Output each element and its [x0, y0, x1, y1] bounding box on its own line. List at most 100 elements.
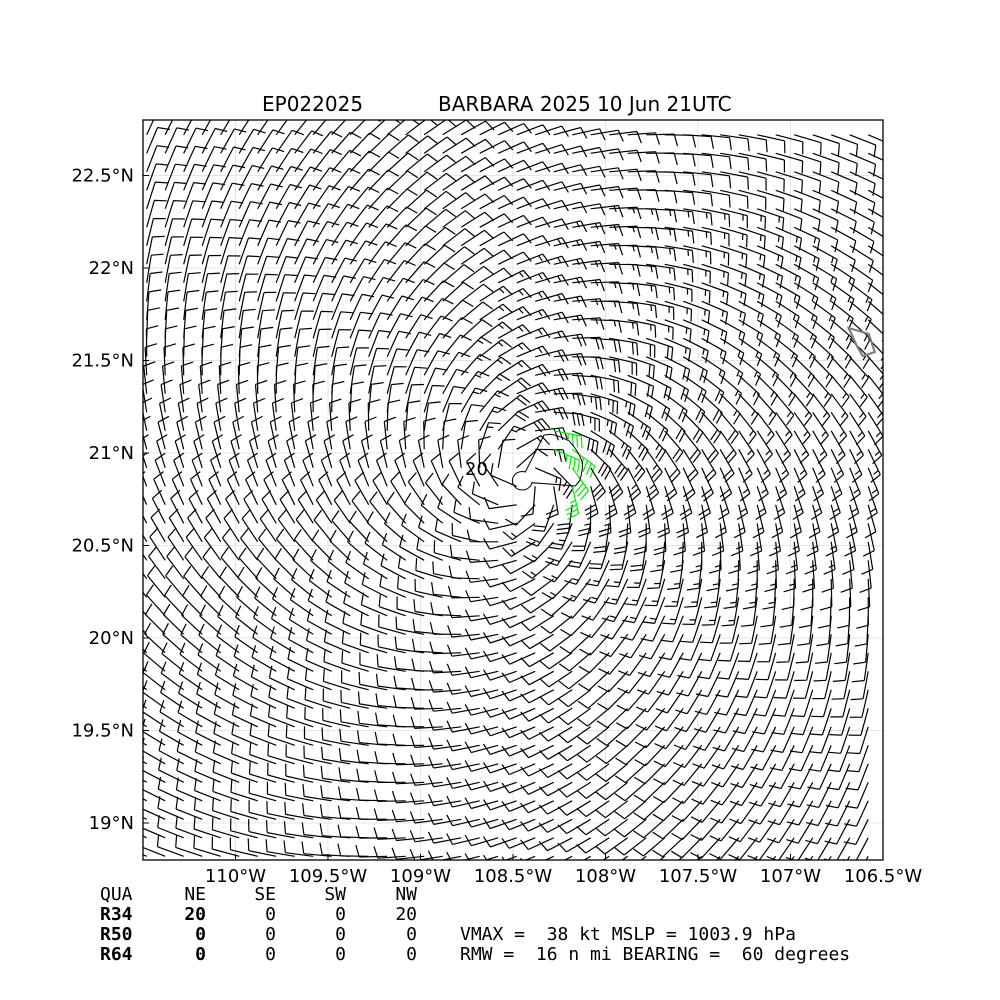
wind-barb	[768, 763, 795, 790]
wind-barb	[166, 546, 185, 580]
wind-barb	[775, 411, 793, 445]
wind-barb	[252, 397, 266, 431]
wind-barb	[805, 800, 832, 827]
wind-barb	[286, 666, 314, 691]
wind-barb	[164, 218, 185, 246]
wind-barb	[849, 208, 875, 235]
wind-barb	[793, 671, 814, 699]
wind-barb	[302, 803, 332, 820]
wind-barb	[295, 509, 314, 543]
wind-barb	[608, 467, 624, 502]
wind-barb	[299, 471, 314, 506]
wind-barb	[583, 578, 610, 604]
wind-barb	[664, 319, 692, 342]
wind-barb	[312, 239, 339, 265]
wind-barb	[368, 205, 399, 228]
wind-barb	[164, 200, 186, 228]
wind-barb	[516, 400, 551, 413]
wind-barb	[386, 242, 417, 265]
wind-barb	[516, 435, 551, 450]
wind-barb	[752, 708, 777, 735]
wind-barb	[362, 551, 388, 580]
wind-barb	[501, 689, 536, 702]
wind-barb	[627, 282, 658, 299]
wind-barb	[867, 319, 883, 351]
wind-barb	[497, 251, 532, 265]
table-row-r64-ne: 0	[195, 944, 206, 965]
wind-barb	[553, 372, 587, 386]
wind-barb	[265, 452, 277, 487]
wind-barb	[274, 547, 296, 580]
wind-barb	[766, 541, 779, 575]
table-header-sw: SW	[324, 884, 346, 905]
wind-barb	[428, 737, 462, 750]
wind-barb	[576, 837, 610, 854]
wind-barb	[183, 307, 199, 339]
wind-barb	[174, 434, 187, 468]
wind-barb	[807, 763, 832, 790]
wind-barb	[290, 568, 314, 598]
wind-barb	[329, 529, 351, 561]
wind-barb	[756, 411, 775, 445]
wind-barb	[381, 532, 407, 561]
wind-barb	[614, 818, 647, 838]
wind-barb	[464, 760, 499, 772]
wind-barb	[375, 693, 406, 709]
wind-barb	[409, 830, 443, 843]
wind-barb	[849, 411, 866, 446]
wind-barb	[571, 430, 599, 455]
wind-barb	[323, 629, 351, 654]
wind-barb	[701, 171, 732, 189]
wind-barb	[614, 800, 647, 820]
wind-barb	[294, 220, 320, 247]
wind-barb	[460, 120, 495, 136]
wind-barb	[249, 722, 277, 746]
wind-barb	[595, 800, 629, 819]
wind-barb	[366, 511, 388, 543]
wind-barb	[516, 235, 551, 247]
wind-barb	[597, 670, 629, 693]
wind-barb	[146, 584, 166, 617]
wind-barb	[157, 415, 170, 450]
wind-barb	[259, 509, 277, 543]
wind-barb	[275, 327, 293, 357]
wind-barb	[627, 356, 655, 379]
wind-barb	[756, 226, 784, 250]
wind-barb	[181, 604, 203, 635]
table-row-r34-ne: 20	[184, 904, 206, 925]
wind-barb	[683, 263, 711, 284]
wind-barb	[386, 277, 416, 302]
wind-barb	[653, 744, 684, 768]
wind-barb	[405, 331, 432, 358]
wind-barb	[351, 490, 370, 524]
wind-barb	[590, 223, 624, 237]
wind-barb	[816, 615, 832, 647]
wind-barb	[442, 210, 476, 228]
wind-barb	[208, 471, 222, 506]
wind-barb	[294, 362, 309, 394]
wind-barb	[201, 272, 220, 302]
wind-barb	[294, 130, 324, 154]
wind-barb	[753, 689, 777, 717]
wind-barb	[829, 708, 851, 736]
wind-barb	[609, 319, 640, 336]
wind-barb	[248, 819, 277, 839]
wind-barb	[405, 278, 435, 302]
wind-barb	[812, 134, 840, 156]
wind-barb	[453, 500, 480, 524]
wind-barb	[846, 745, 869, 773]
wind-barb	[768, 782, 795, 808]
wind-barb	[238, 291, 258, 320]
wind-barb	[516, 418, 551, 433]
wind-barb	[853, 634, 869, 665]
wind-barb	[757, 189, 785, 211]
wind-barb	[795, 634, 814, 664]
wind-barb	[738, 467, 751, 502]
wind-barb	[830, 245, 856, 273]
wind-barb	[230, 799, 258, 820]
wind-barb	[849, 300, 872, 331]
wind-barb	[516, 142, 551, 154]
wind-barb	[460, 283, 494, 302]
wind-barb	[460, 419, 478, 450]
wind-barb	[437, 496, 462, 524]
